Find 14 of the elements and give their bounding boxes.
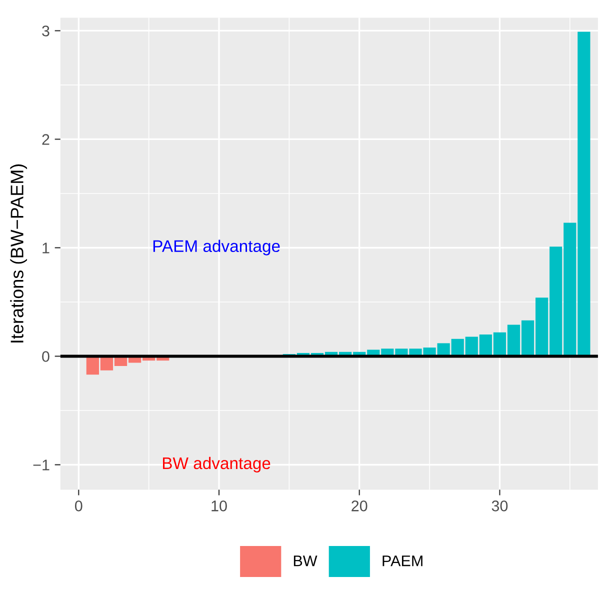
y-tick-label: 0 [42, 351, 50, 362]
annotation: PAEM advantage [153, 240, 280, 256]
legend-label: PAEM [382, 556, 422, 566]
y-tick-label: 3 [42, 26, 50, 36]
y-tick-label: −1 [33, 460, 50, 470]
legend-label: BW [294, 556, 318, 566]
annotation: BW advantage [163, 456, 270, 472]
x-tick-label: 30 [492, 500, 508, 512]
x-tick-label: 20 [352, 500, 368, 512]
x-tick-label: 0 [74, 500, 82, 512]
y-tick-label: 1 [42, 242, 50, 254]
y-axis-title: Iterations (BW−PAEM) [10, 164, 27, 342]
x-tick-label: 10 [212, 500, 227, 512]
y-tick-label: 2 [42, 134, 50, 145]
